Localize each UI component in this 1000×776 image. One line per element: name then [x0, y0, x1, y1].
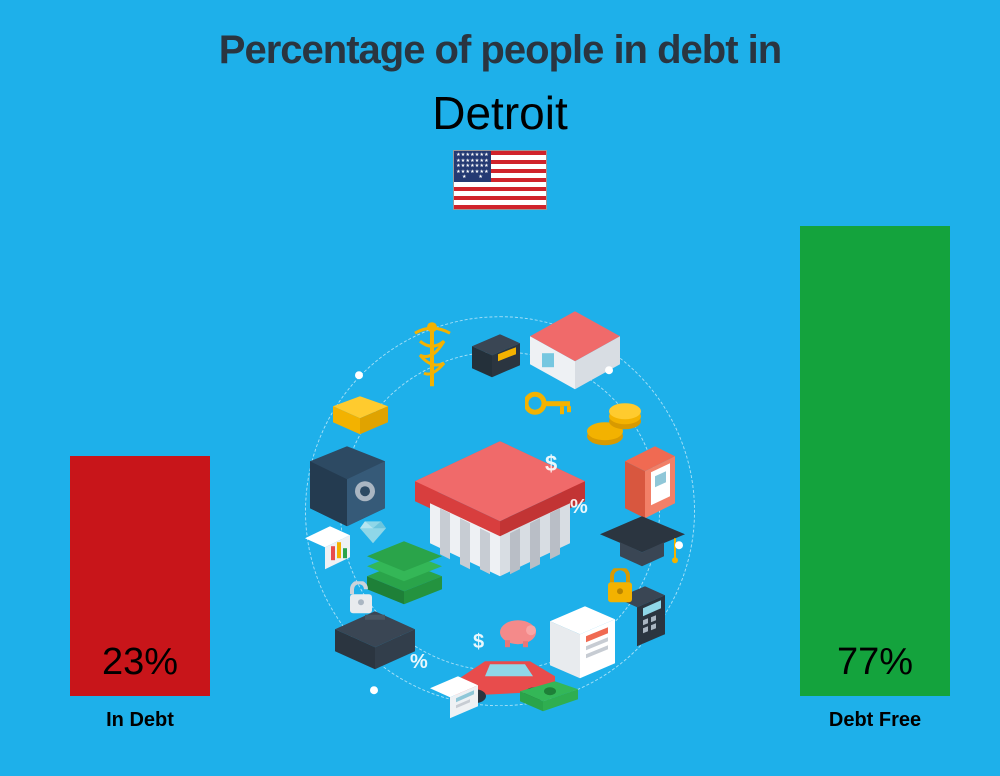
bar-in-debt: 23% [70, 456, 210, 696]
phone-icon [625, 446, 675, 521]
percent-sign-icon: % [570, 496, 588, 519]
piggy-bank-icon [497, 614, 539, 648]
orbit-dot-icon [370, 686, 378, 694]
diamond-icon [360, 521, 386, 543]
bar-label: Debt Free [775, 709, 975, 732]
cash-stack-icon [367, 536, 442, 606]
orbit-dot-icon [675, 541, 683, 549]
banknote-icon [520, 681, 578, 713]
bar-label: In Debt [40, 709, 240, 732]
city-subtitle: Detroit [0, 86, 1000, 140]
key-icon [525, 391, 573, 429]
orbit-dot-icon [355, 371, 363, 379]
envelope-icon [333, 396, 388, 436]
bar-debt-free: 77% [800, 226, 950, 696]
us-flag-icon: ★★★★★★★★★★★★★★★★★★★★★★★★★★★★★★ [453, 150, 547, 210]
bar-chart: $ $ % % 23% 77% In Debt Debt Free [0, 230, 1000, 776]
flag-canton: ★★★★★★★★★★★★★★★★★★★★★★★★★★★★★★ [454, 151, 491, 182]
lock-icon [605, 568, 635, 604]
graduation-cap-icon [600, 516, 685, 571]
center-illustration: $ $ % % [295, 306, 705, 716]
coins-icon [585, 391, 645, 451]
caduceus-icon [410, 321, 455, 391]
chart-doc-icon [305, 526, 350, 571]
briefcase-icon [335, 611, 415, 671]
bar-value: 23% [70, 641, 210, 684]
calculator-top-icon [472, 334, 520, 379]
dollar-sign-icon: $ [545, 451, 557, 477]
lock-open-icon [347, 581, 375, 615]
percent-sign-icon: % [410, 651, 428, 674]
house-icon [530, 311, 620, 391]
orbit-dot-icon [605, 366, 613, 374]
safe-icon [310, 446, 385, 526]
dollar-sign-icon: $ [473, 631, 484, 654]
bar-value: 77% [800, 641, 950, 684]
document-icon [430, 676, 478, 720]
clipboard-icon [550, 606, 615, 681]
main-title: Percentage of people in debt in [0, 28, 1000, 73]
